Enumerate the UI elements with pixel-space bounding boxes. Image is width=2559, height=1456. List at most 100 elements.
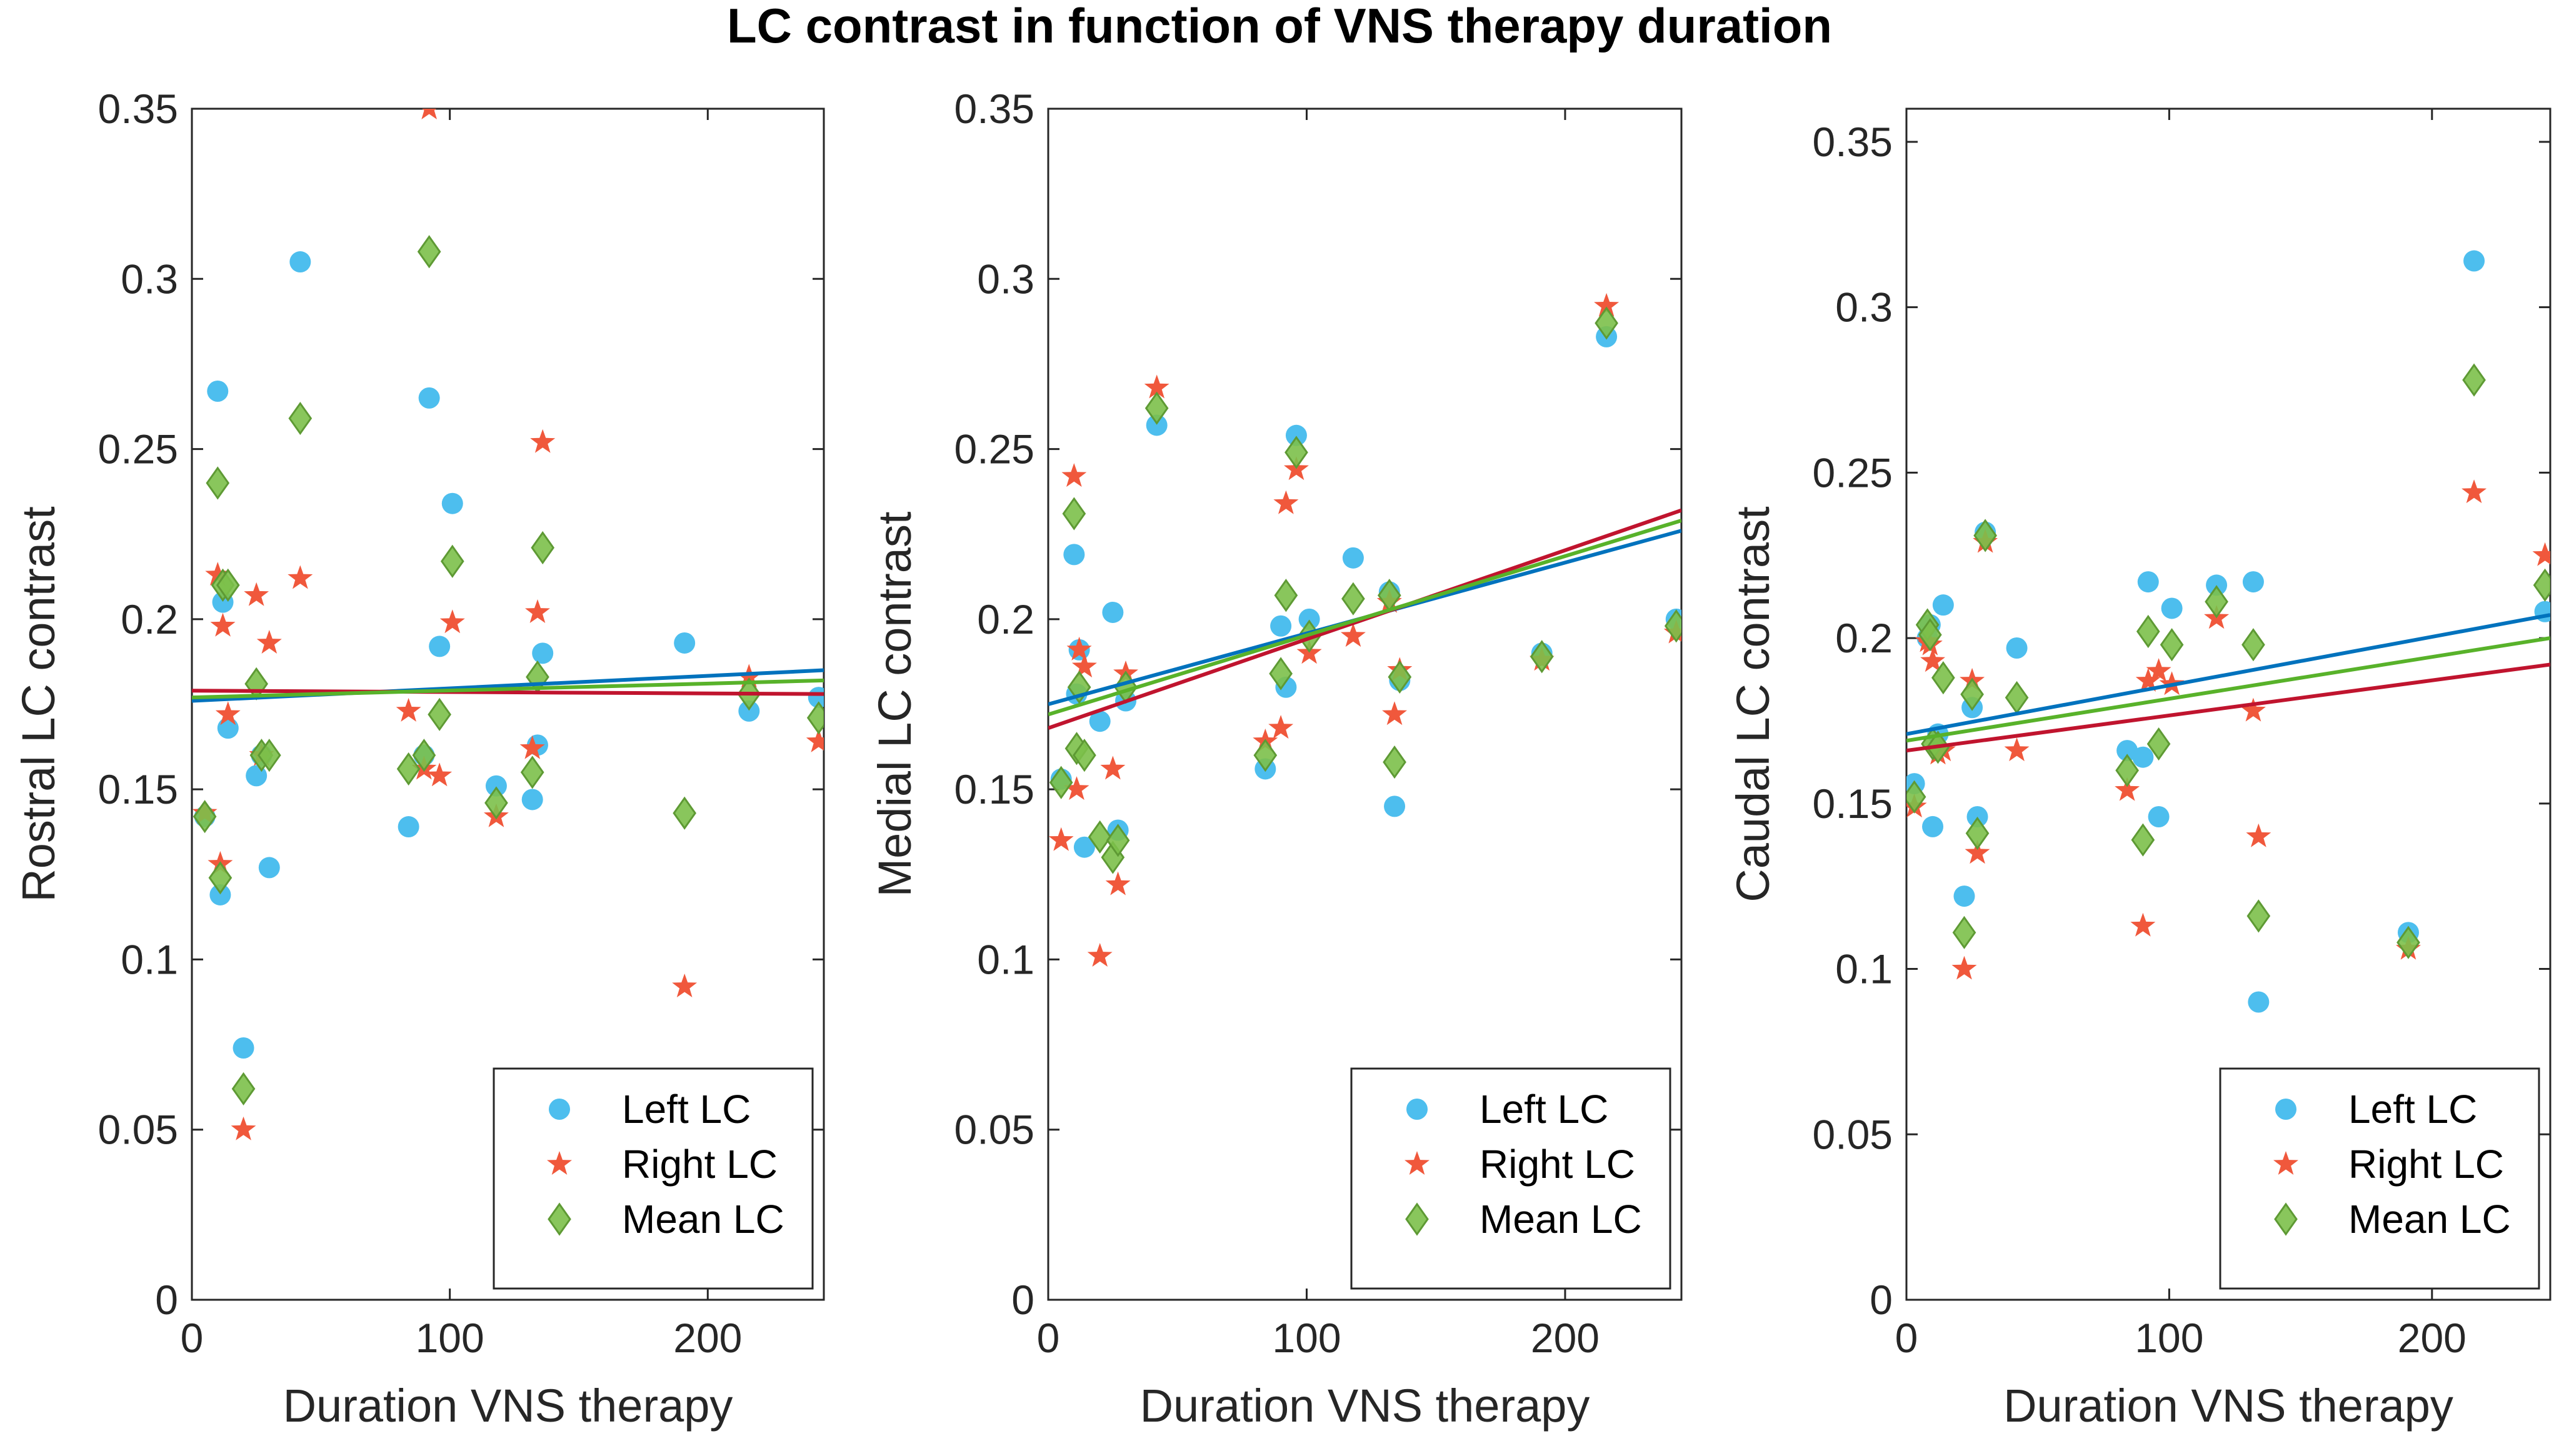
point-left-lc [209,884,231,905]
x-axis-label: Duration VNS therapy [1140,1380,1590,1432]
point-right-lc [806,728,824,752]
point-right-lc [256,630,282,654]
y-tick-label: 0.1 [977,936,1034,982]
legend-label: Left LC [2348,1087,2477,1132]
legend-label: Left LC [622,1087,751,1132]
point-mean-lc [2533,568,2550,602]
y-tick-label: 0.3 [977,256,1034,302]
y-tick-label: 0.15 [1813,780,1893,827]
point-mean-lc [2396,925,2420,959]
legend-marker [547,1151,572,1175]
point-mean-lc [1088,820,1112,854]
legend-marker [1406,1099,1428,1120]
point-left-lc [1932,594,1954,616]
fit-line-right-lc [192,689,824,696]
point-left-lc [1298,608,1320,630]
point-left-lc [429,636,451,657]
point-left-lc [1342,547,1364,569]
point-mean-lc [484,786,508,820]
point-right-lc [396,697,421,722]
point-mean-lc [1530,640,1554,674]
point-left-lc [2137,571,2159,593]
fit-line-mean-lc [1048,519,1681,717]
point-mean-lc [2146,727,2171,761]
point-mean-lc [208,861,233,895]
point-right-lc [2130,912,2156,937]
y-tick-label: 0.2 [977,596,1034,642]
point-mean-lc [1285,436,1308,469]
point-mean-lc [231,1072,256,1105]
point-right-lc [1920,648,1945,672]
plot-area [1906,250,2550,1013]
point-mean-lc [412,739,436,772]
point-right-lc [1064,776,1089,800]
point-left-lc [1102,601,1124,623]
point-mean-lc [1067,671,1091,704]
point-left-lc [2006,637,2028,659]
y-tick-label: 0.25 [98,426,178,472]
point-mean-lc [2241,628,2265,662]
point-right-lc [1066,636,1092,661]
point-right-lc [1268,715,1294,739]
y-tick-label: 0.25 [1813,449,1893,496]
legend-box [2219,1067,2540,1290]
x-tick-label: 0 [1895,1315,1918,1361]
legend: Left LC Right LC Mean LC [2219,1067,2540,1290]
point-mean-lc [206,466,230,500]
point-mean-lc [288,401,313,436]
y-tick-label: 0.05 [98,1107,178,1153]
fit-line-left-lc [1906,613,2550,736]
y-axis-label: Rostral LC contrast [13,506,64,902]
point-left-lc [2161,597,2183,619]
y-tick-label: 0.05 [954,1107,1034,1153]
point-mean-lc [257,739,281,772]
point-mean-lc [428,697,451,731]
point-right-lc [439,609,465,634]
x-tick-label: 200 [2398,1315,2466,1361]
legend-box [493,1067,814,1290]
point-mean-lc [1965,816,1990,850]
point-left-lc [521,789,543,810]
point-mean-lc [1274,579,1298,612]
point-right-lc [1340,623,1366,647]
point-mean-lc [1973,519,1997,552]
point-right-lc [210,612,236,637]
point-mean-lc [1383,745,1406,779]
y-axis-label: Caudal LC contrast [1727,506,1779,902]
legend-label: Mean LC [1480,1197,1642,1242]
y-tick-label: 0.1 [121,936,178,982]
y-tick-label: 0.3 [1835,284,1893,331]
y-tick-label: 0.3 [121,256,178,302]
y-tick-label: 0.2 [1835,615,1893,661]
x-tick-label: 100 [416,1315,484,1361]
figure-title: LC contrast in function of VNS therapy d… [727,0,1832,53]
legend-label: Right LC [1480,1142,1635,1187]
point-right-lc [288,565,313,589]
point-mean-lc [1918,618,1942,652]
point-left-lc [289,251,311,273]
legend-label: Right LC [2348,1142,2504,1187]
point-mean-lc [2131,823,2155,857]
legend-marker [549,1099,570,1120]
point-right-lc [1048,827,1074,851]
point-right-lc [427,762,453,787]
point-mean-lc [1960,677,1984,711]
point-mean-lc [193,800,217,834]
point-right-lc [525,599,550,623]
fit-line-mean-lc [1906,636,2550,743]
legend-marker [1405,1151,1430,1175]
point-left-lc [532,642,554,664]
point-right-lc [1951,955,1977,980]
point-left-lc [2132,746,2154,768]
legend-label: Right LC [622,1142,778,1187]
point-left-lc [217,717,239,739]
panel-1: 0 0.05 0.1 0.15 0.2 0.25 0.3 0.35 0 100 200 Duratio… [13,86,825,1432]
x-tick-label: 200 [1531,1315,1600,1361]
point-mean-lc [2115,754,2139,787]
point-left-lc [1270,615,1292,637]
point-right-lc [2532,542,2550,566]
point-mean-lc [440,544,464,578]
y-tick-label: 0 [1011,1277,1034,1323]
point-right-lc [2241,697,2266,722]
point-right-lc [244,582,269,606]
